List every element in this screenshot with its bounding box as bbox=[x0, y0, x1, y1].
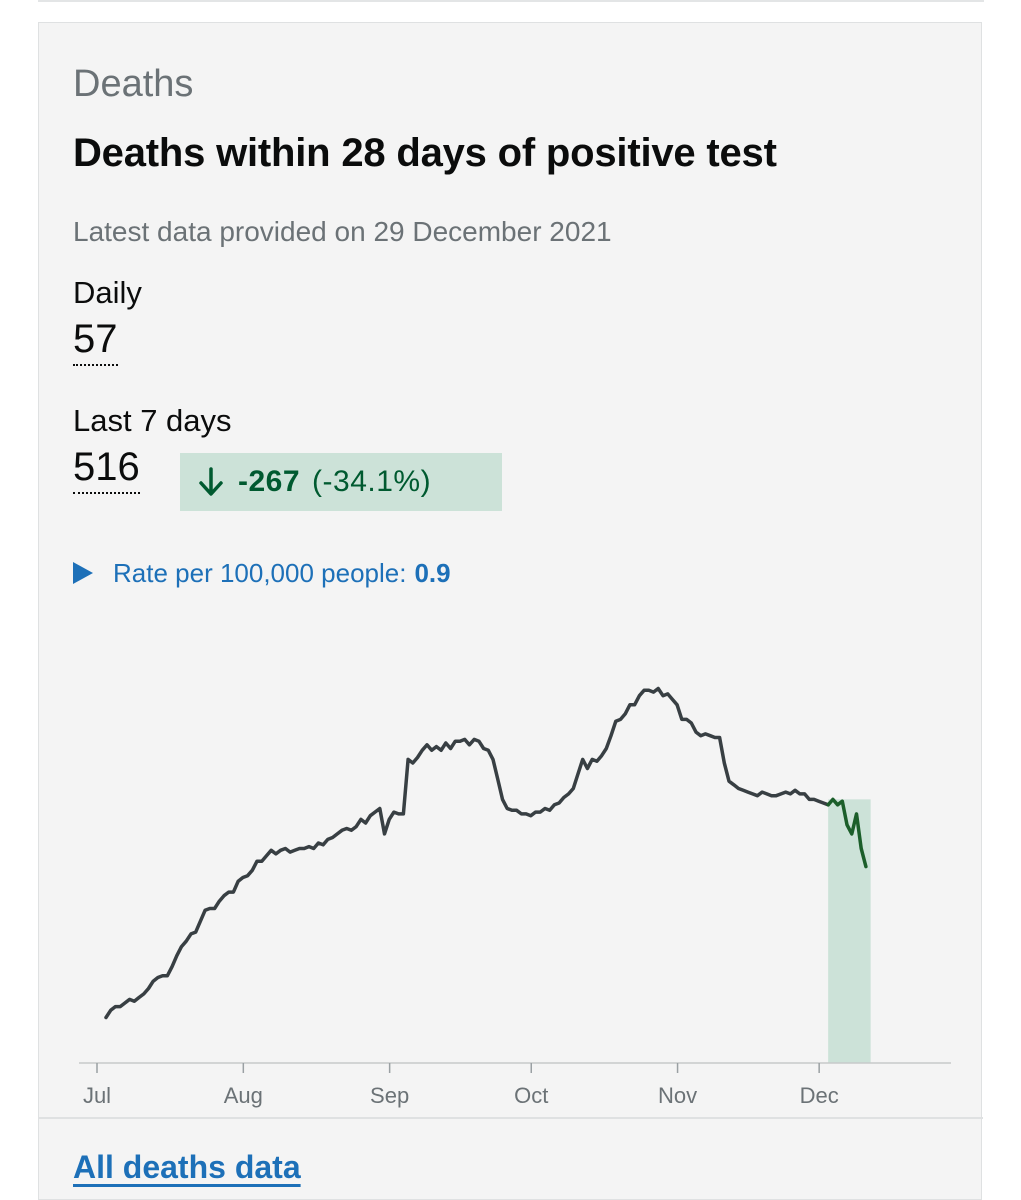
card-divider bbox=[39, 1117, 983, 1119]
top-divider bbox=[38, 0, 984, 2]
daily-label: Daily bbox=[73, 275, 142, 310]
last-7-days-series-line bbox=[826, 797, 868, 869]
x-tick-label: Sep bbox=[370, 1083, 409, 1108]
x-tick-label: Dec bbox=[800, 1083, 839, 1108]
x-tick-label: Oct bbox=[514, 1083, 548, 1108]
rate-toggle[interactable]: Rate per 100,000 people: 0.9 bbox=[73, 555, 451, 591]
all-deaths-data-link[interactable]: All deaths data bbox=[73, 1149, 301, 1185]
change-percent: (-34.1%) bbox=[312, 465, 432, 498]
deaths-card: Deaths Deaths within 28 days of positive… bbox=[38, 22, 983, 1200]
rate-label: Rate per 100,000 people: bbox=[113, 557, 407, 588]
deaths-line-chart: Jul Aug Sep Oct Nov Dec bbox=[79, 686, 951, 1108]
last-7-days-value[interactable]: 516 bbox=[73, 447, 140, 494]
card-kicker: Deaths bbox=[73, 63, 194, 105]
triangle-right-icon bbox=[73, 562, 93, 584]
last-7-days-highlight-area bbox=[828, 799, 871, 1063]
arrow-down-icon bbox=[199, 467, 223, 496]
daily-value[interactable]: 57 bbox=[73, 319, 118, 366]
last-7-days-label: Last 7 days bbox=[73, 403, 232, 438]
x-tick-label: Aug bbox=[224, 1083, 263, 1108]
last-updated-text: Latest data provided on 29 December 2021 bbox=[73, 216, 612, 247]
x-tick-label: Nov bbox=[658, 1083, 697, 1108]
change-badge: -267 (-34.1%) bbox=[180, 453, 502, 511]
change-value: -267 bbox=[238, 465, 301, 498]
rate-value: 0.9 bbox=[414, 557, 451, 588]
deaths-series-line bbox=[104, 686, 830, 1020]
x-tick-label: Jul bbox=[83, 1083, 111, 1108]
card-title: Deaths within 28 days of positive test bbox=[73, 131, 777, 175]
